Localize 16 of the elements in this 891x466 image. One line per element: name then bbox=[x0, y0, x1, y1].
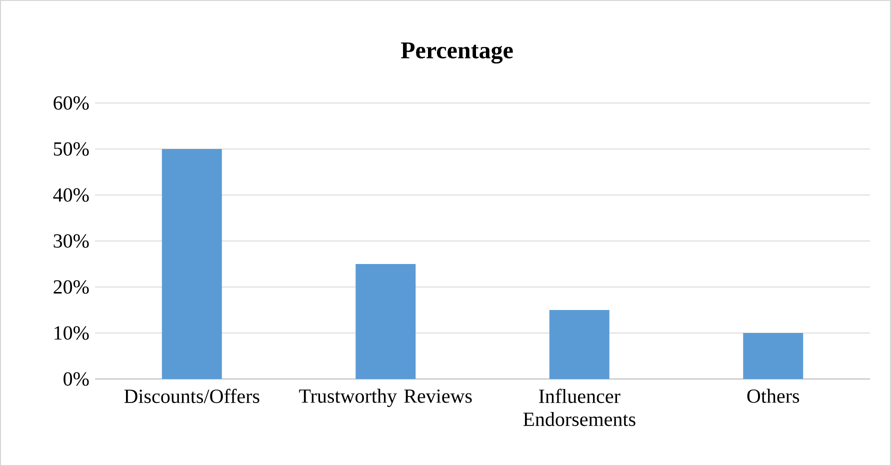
y-tick-label: 0% bbox=[64, 372, 89, 386]
y-tick-label: 10% bbox=[54, 326, 89, 340]
y-tick-label: 60% bbox=[54, 96, 89, 110]
x-tick-label: Influencer Endorsements bbox=[523, 388, 636, 426]
chart-title: Percentage bbox=[401, 42, 513, 64]
bar bbox=[162, 149, 222, 379]
y-tick-label: 20% bbox=[54, 280, 89, 294]
y-tick-label: 30% bbox=[54, 234, 89, 248]
x-tick-label: Trustworthy Reviews bbox=[299, 388, 472, 407]
y-tick-label: 40% bbox=[53, 188, 89, 202]
x-tick-label: Discounts/Offers bbox=[124, 388, 260, 404]
bar bbox=[549, 310, 610, 379]
bar bbox=[356, 264, 416, 379]
x-tick-label: Others bbox=[747, 388, 800, 403]
y-tick-label: 50% bbox=[54, 142, 89, 156]
bar bbox=[743, 333, 804, 379]
